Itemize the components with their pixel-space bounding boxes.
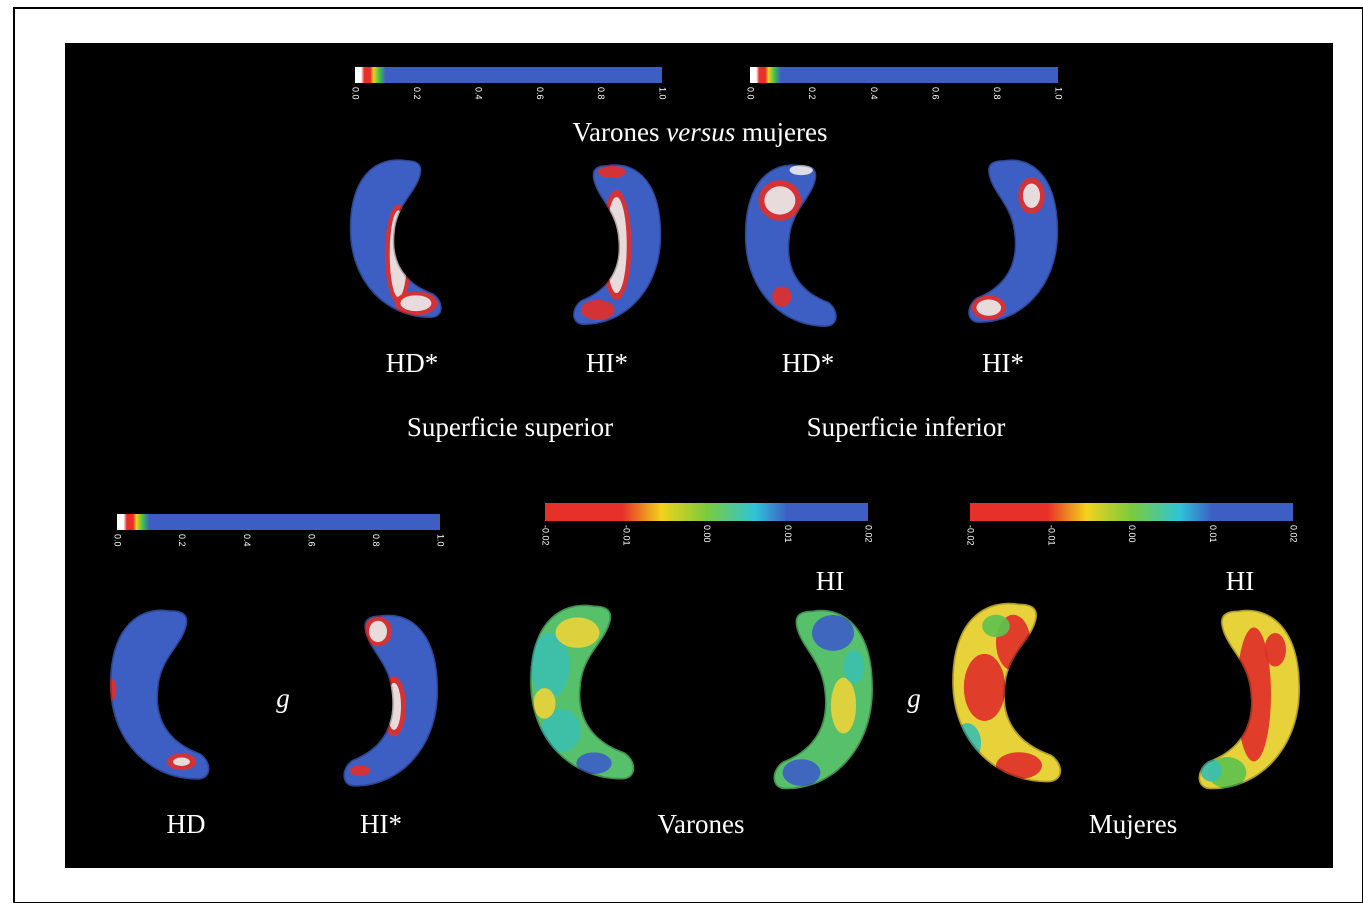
colorbar-tick: 0.00 — [1127, 525, 1137, 543]
figure: 0.00.20.40.60.81.00.00.20.40.60.81.00.00… — [0, 0, 1363, 903]
label: HI* — [982, 348, 1024, 378]
label: Mujeres — [1089, 809, 1177, 839]
title-part: mujeres — [742, 117, 827, 147]
colorbar-tick: 0.6 — [930, 87, 940, 100]
patch — [783, 759, 821, 786]
label: Superficie superior — [407, 412, 613, 442]
colorbar-tick: 0.00 — [702, 525, 712, 543]
colorbar-tick: 0.4 — [473, 87, 483, 100]
colorbar-tick: 1.0 — [436, 534, 446, 547]
patch — [400, 295, 431, 311]
colorbar — [117, 514, 440, 530]
colorbar-tick: 0.2 — [412, 87, 422, 100]
colorbar-tick: -0.02 — [966, 525, 976, 546]
label: HI — [816, 566, 845, 596]
label: HI — [1226, 566, 1255, 596]
patch — [556, 617, 600, 647]
patch — [982, 615, 1010, 637]
colorbar-tick: 1.0 — [658, 87, 668, 100]
colorbar-tick: 0.6 — [306, 534, 316, 547]
patch — [772, 286, 791, 306]
colorbar-tick: 0.01 — [783, 525, 793, 543]
colorbar-tick: 0.02 — [864, 525, 874, 543]
page: {"top_colorbars":[{"ticks":["0.0","0.2",… — [0, 0, 1363, 903]
label: g — [276, 683, 290, 713]
colorbar-tick: -0.01 — [621, 525, 631, 546]
colorbar-tick: 0.8 — [992, 87, 1002, 100]
label: HD* — [782, 348, 835, 378]
colorbar-tick: -0.01 — [1046, 525, 1056, 546]
panel — [65, 43, 1333, 868]
colorbar-tick: 0.02 — [1289, 525, 1299, 543]
patch — [844, 650, 865, 684]
label: Varones — [658, 809, 745, 839]
patch — [964, 654, 1005, 721]
patch — [369, 621, 387, 642]
colorbar-tick: 0.2 — [177, 534, 187, 547]
patch — [1023, 183, 1040, 207]
patch — [831, 678, 856, 734]
colorbar-tick: 0.01 — [1208, 525, 1218, 543]
label: HD — [167, 809, 206, 839]
patch — [581, 300, 614, 320]
patch — [350, 765, 370, 776]
colorbar-tick: 0.0 — [351, 87, 361, 100]
colorbar — [750, 67, 1058, 83]
patch — [534, 688, 556, 718]
top-title: Varones versus mujeres — [573, 117, 828, 147]
patch — [598, 166, 626, 178]
patch — [1265, 633, 1286, 667]
title-part: versus — [666, 117, 735, 147]
patch — [976, 300, 1001, 316]
colorbar — [545, 503, 868, 521]
colorbar-tick: 0.4 — [869, 87, 879, 100]
patch — [764, 186, 795, 214]
colorbar-tick: 0.6 — [535, 87, 545, 100]
colorbar-tick: -0.02 — [541, 525, 551, 546]
colorbar-tick: 0.8 — [371, 534, 381, 547]
colorbar — [970, 503, 1293, 521]
colorbar-tick: 0.8 — [596, 87, 606, 100]
colorbar-tick: 0.0 — [113, 534, 123, 547]
title-part: Varones — [573, 117, 660, 147]
patch — [173, 757, 190, 765]
colorbar-tick: 0.2 — [807, 87, 817, 100]
colorbar — [355, 67, 662, 83]
label: HD* — [386, 348, 439, 378]
colorbar-tick: 0.0 — [746, 87, 756, 100]
colorbar-tick: 0.4 — [242, 534, 252, 547]
colorbar-tick: 1.0 — [1054, 87, 1064, 100]
label: g — [907, 683, 921, 713]
label: Superficie inferior — [807, 412, 1006, 442]
label: HI* — [360, 809, 402, 839]
patch — [812, 615, 854, 651]
label: HI* — [586, 348, 628, 378]
